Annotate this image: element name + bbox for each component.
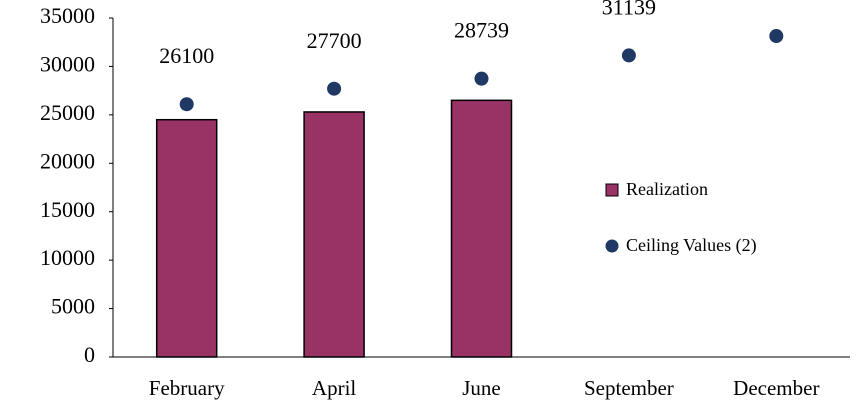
x-tick-label: September [584, 376, 674, 400]
point [621, 48, 636, 63]
point [327, 81, 342, 96]
x-tick-label: December [733, 376, 819, 400]
y-tick-label: 0 [84, 342, 95, 367]
bar [155, 118, 218, 358]
x-tick-label: June [462, 376, 501, 400]
legend-label: Realization [626, 179, 708, 199]
point [769, 29, 784, 44]
y-tick-label: 15000 [40, 197, 95, 222]
y-tick-label: 5000 [51, 294, 95, 319]
data-label: 28739 [454, 18, 509, 43]
data-label: 31139 [602, 0, 656, 19]
data-label: 27700 [307, 28, 362, 53]
bar [303, 111, 365, 358]
legend-label: Ceiling Values (2) [626, 235, 757, 256]
legend-swatch [605, 183, 619, 197]
data-label: 26100 [159, 43, 214, 68]
y-tick-label: 30000 [40, 51, 95, 76]
x-tick-label: February [149, 376, 225, 400]
y-tick-label: 20000 [40, 148, 95, 173]
x-tick-label: April [312, 376, 356, 400]
y-tick-label: 25000 [40, 100, 95, 125]
y-tick-label: 10000 [40, 245, 95, 270]
y-tick-label: 35000 [40, 3, 95, 28]
point [179, 97, 194, 112]
legend-swatch [605, 239, 619, 253]
bar [450, 99, 513, 358]
point [474, 71, 489, 86]
